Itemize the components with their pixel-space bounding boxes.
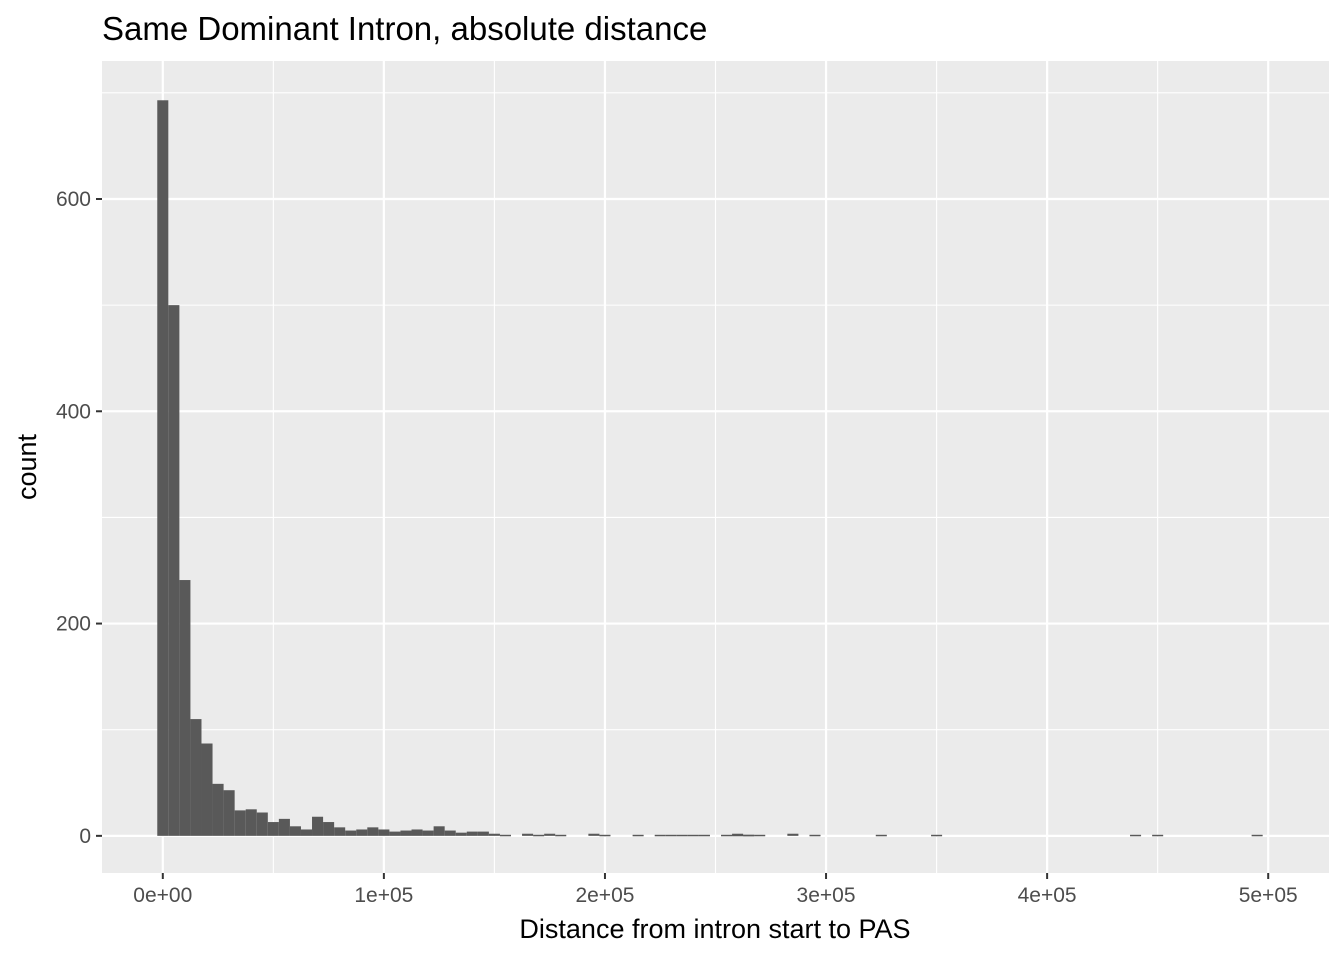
histogram-bar (875, 834, 887, 837)
histogram-bar (632, 834, 644, 837)
x-axis-title: Distance from intron start to PAS (519, 914, 910, 944)
histogram-bar (687, 834, 699, 837)
histogram-bar (488, 833, 500, 836)
histogram-bar (256, 812, 268, 836)
chart-title: Same Dominant Intron, absolute distance (102, 10, 707, 47)
histogram-bar (411, 829, 423, 836)
histogram-bar (267, 822, 279, 836)
histogram-bar (544, 833, 556, 836)
x-tick-label: 1e+05 (354, 884, 413, 907)
histogram-bar (466, 831, 478, 836)
histogram-bar (665, 834, 677, 837)
histogram-bar (533, 834, 545, 837)
histogram-bar (223, 790, 235, 836)
histogram-bar (809, 834, 821, 837)
y-axis-ticks: 0 200 400 600 (56, 188, 102, 848)
x-tick-label: 0e+00 (133, 884, 192, 907)
histogram-bar (201, 743, 213, 836)
histogram-bar (698, 834, 710, 837)
histogram-bar (179, 580, 191, 836)
histogram-bar (455, 832, 467, 836)
histogram-bar (422, 830, 434, 836)
histogram-bar (477, 831, 489, 836)
histogram-bar (676, 834, 688, 837)
histogram-bar (323, 822, 335, 836)
histogram-bar (931, 834, 943, 837)
histogram-bar (599, 834, 611, 837)
x-axis-ticks: 0e+00 1e+05 2e+05 3e+05 4e+05 5e+05 (133, 873, 1298, 907)
histogram-bar (732, 833, 744, 836)
histogram-bar (787, 833, 799, 836)
histogram-bars (157, 100, 1263, 837)
y-axis-title: count (12, 433, 42, 500)
x-tick-label: 5e+05 (1239, 884, 1298, 907)
y-tick-label: 200 (56, 613, 91, 636)
x-tick-label: 4e+05 (1018, 884, 1077, 907)
histogram-bar (389, 831, 401, 836)
histogram-bar (234, 810, 246, 836)
x-tick-label: 2e+05 (575, 884, 634, 907)
histogram-bar (212, 783, 224, 836)
histogram-bar (754, 834, 766, 837)
histogram-bar (334, 827, 346, 836)
histogram-bar (168, 305, 180, 836)
histogram-bar (433, 826, 445, 836)
histogram-bar (378, 829, 390, 836)
histogram-bar (499, 834, 511, 837)
y-tick-label: 0 (79, 825, 91, 848)
histogram-bar (743, 834, 755, 837)
histogram-bar (289, 826, 301, 836)
histogram-bar (190, 719, 202, 836)
y-tick-label: 400 (56, 400, 91, 423)
histogram-bar (245, 809, 257, 836)
histogram-bar (1251, 834, 1263, 837)
histogram-bar (367, 827, 379, 836)
histogram-bar (1152, 834, 1164, 837)
histogram-bar (278, 818, 290, 836)
histogram-bar (300, 829, 313, 836)
y-tick-label: 600 (56, 188, 91, 211)
histogram-bar (157, 100, 169, 836)
minor-gridlines (102, 61, 1329, 873)
histogram-bar (1130, 834, 1142, 837)
histogram-bar (654, 834, 666, 837)
histogram-bar (345, 830, 357, 836)
histogram-bar (444, 830, 456, 836)
histogram-bar (588, 833, 600, 836)
histogram-bar (522, 833, 534, 836)
histogram-bar (312, 816, 324, 836)
x-tick-label: 3e+05 (797, 884, 856, 907)
histogram-bar (721, 834, 733, 837)
histogram-bar (400, 830, 412, 836)
histogram-bar (555, 834, 567, 837)
histogram-bar (356, 829, 368, 836)
